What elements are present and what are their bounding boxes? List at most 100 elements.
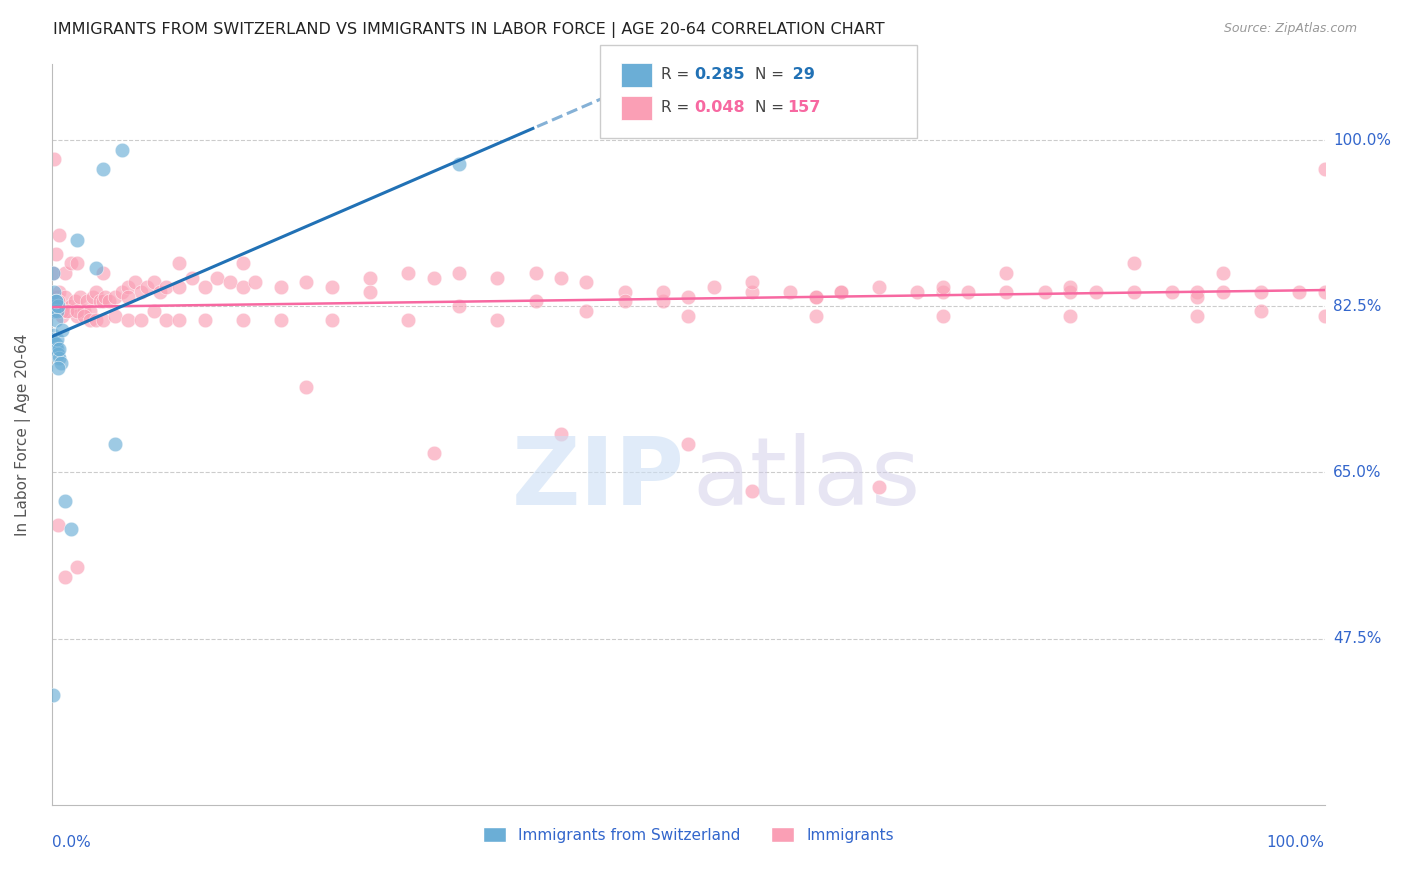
Text: 29: 29 [787,67,815,81]
Point [45,294,67,309]
Point [56,304,79,318]
Point [59,299,82,313]
Text: 0.0%: 0.0% [52,835,90,850]
Point [232,280,254,294]
Point [804,309,827,323]
Text: Source: ZipAtlas.com: Source: ZipAtlas.com [1223,22,1357,36]
Point [232,256,254,270]
Point [1313,285,1336,299]
Point [1313,161,1336,176]
Point [613,294,636,309]
Text: 65.0%: 65.0% [1333,465,1382,480]
Point [1059,280,1081,294]
Point [44,304,66,318]
Point [1187,285,1209,299]
Point [48,351,70,366]
Point [42,266,65,280]
Point [932,309,955,323]
Point [270,280,292,294]
Point [69,290,91,304]
Point [359,270,381,285]
Point [91,161,114,176]
Point [124,276,146,290]
Point [524,266,547,280]
Text: R =: R = [661,67,695,81]
Point [46,517,69,532]
Point [42,266,65,280]
Point [51,304,73,318]
Point [45,337,67,351]
Point [741,276,763,290]
Point [149,285,172,299]
Point [46,299,69,313]
Text: 100.0%: 100.0% [1267,835,1324,850]
Point [678,309,700,323]
Point [155,280,177,294]
Legend: Immigrants from Switzerland, Immigrants: Immigrants from Switzerland, Immigrants [477,821,900,849]
Point [66,309,89,323]
Point [63,294,86,309]
Point [66,560,89,574]
Point [741,285,763,299]
Point [167,280,190,294]
Point [651,294,673,309]
Point [66,304,89,318]
Point [89,294,111,309]
Point [1122,256,1144,270]
Point [136,280,159,294]
Point [86,261,108,276]
Point [45,313,67,327]
Point [245,276,267,290]
Point [613,285,636,299]
Point [53,290,76,304]
Point [79,313,101,327]
Point [45,333,67,347]
Point [111,285,134,299]
Point [51,309,73,323]
Text: R =: R = [661,100,695,114]
Point [180,270,202,285]
Point [76,294,98,309]
Point [995,266,1018,280]
Point [486,270,509,285]
Point [49,356,72,370]
Point [44,299,66,313]
Point [66,256,89,270]
Point [44,152,66,166]
Point [1084,285,1107,299]
Point [868,480,890,494]
Point [46,294,69,309]
Point [486,313,509,327]
Point [678,437,700,451]
Point [51,323,73,337]
Point [321,313,343,327]
Point [449,157,471,171]
Point [42,294,65,309]
Point [1250,304,1272,318]
Point [779,285,801,299]
Point [59,256,82,270]
Point [42,333,65,347]
Point [1313,309,1336,323]
Point [167,313,190,327]
Point [167,256,190,270]
Point [651,285,673,299]
Text: atlas: atlas [692,433,921,524]
Point [56,304,79,318]
Point [1212,266,1234,280]
Point [232,313,254,327]
Point [46,294,69,309]
Text: ZIP: ZIP [512,433,685,524]
Point [868,280,890,294]
Point [219,276,242,290]
Point [422,446,444,460]
Point [194,280,217,294]
Point [42,327,65,342]
Point [48,285,70,299]
Text: IMMIGRANTS FROM SWITZERLAND VS IMMIGRANTS IN LABOR FORCE | AGE 20-64 CORRELATION: IMMIGRANTS FROM SWITZERLAND VS IMMIGRANT… [53,22,884,38]
Point [359,285,381,299]
Point [104,290,127,304]
Point [830,285,852,299]
Point [82,290,104,304]
Text: 0.048: 0.048 [695,100,745,114]
